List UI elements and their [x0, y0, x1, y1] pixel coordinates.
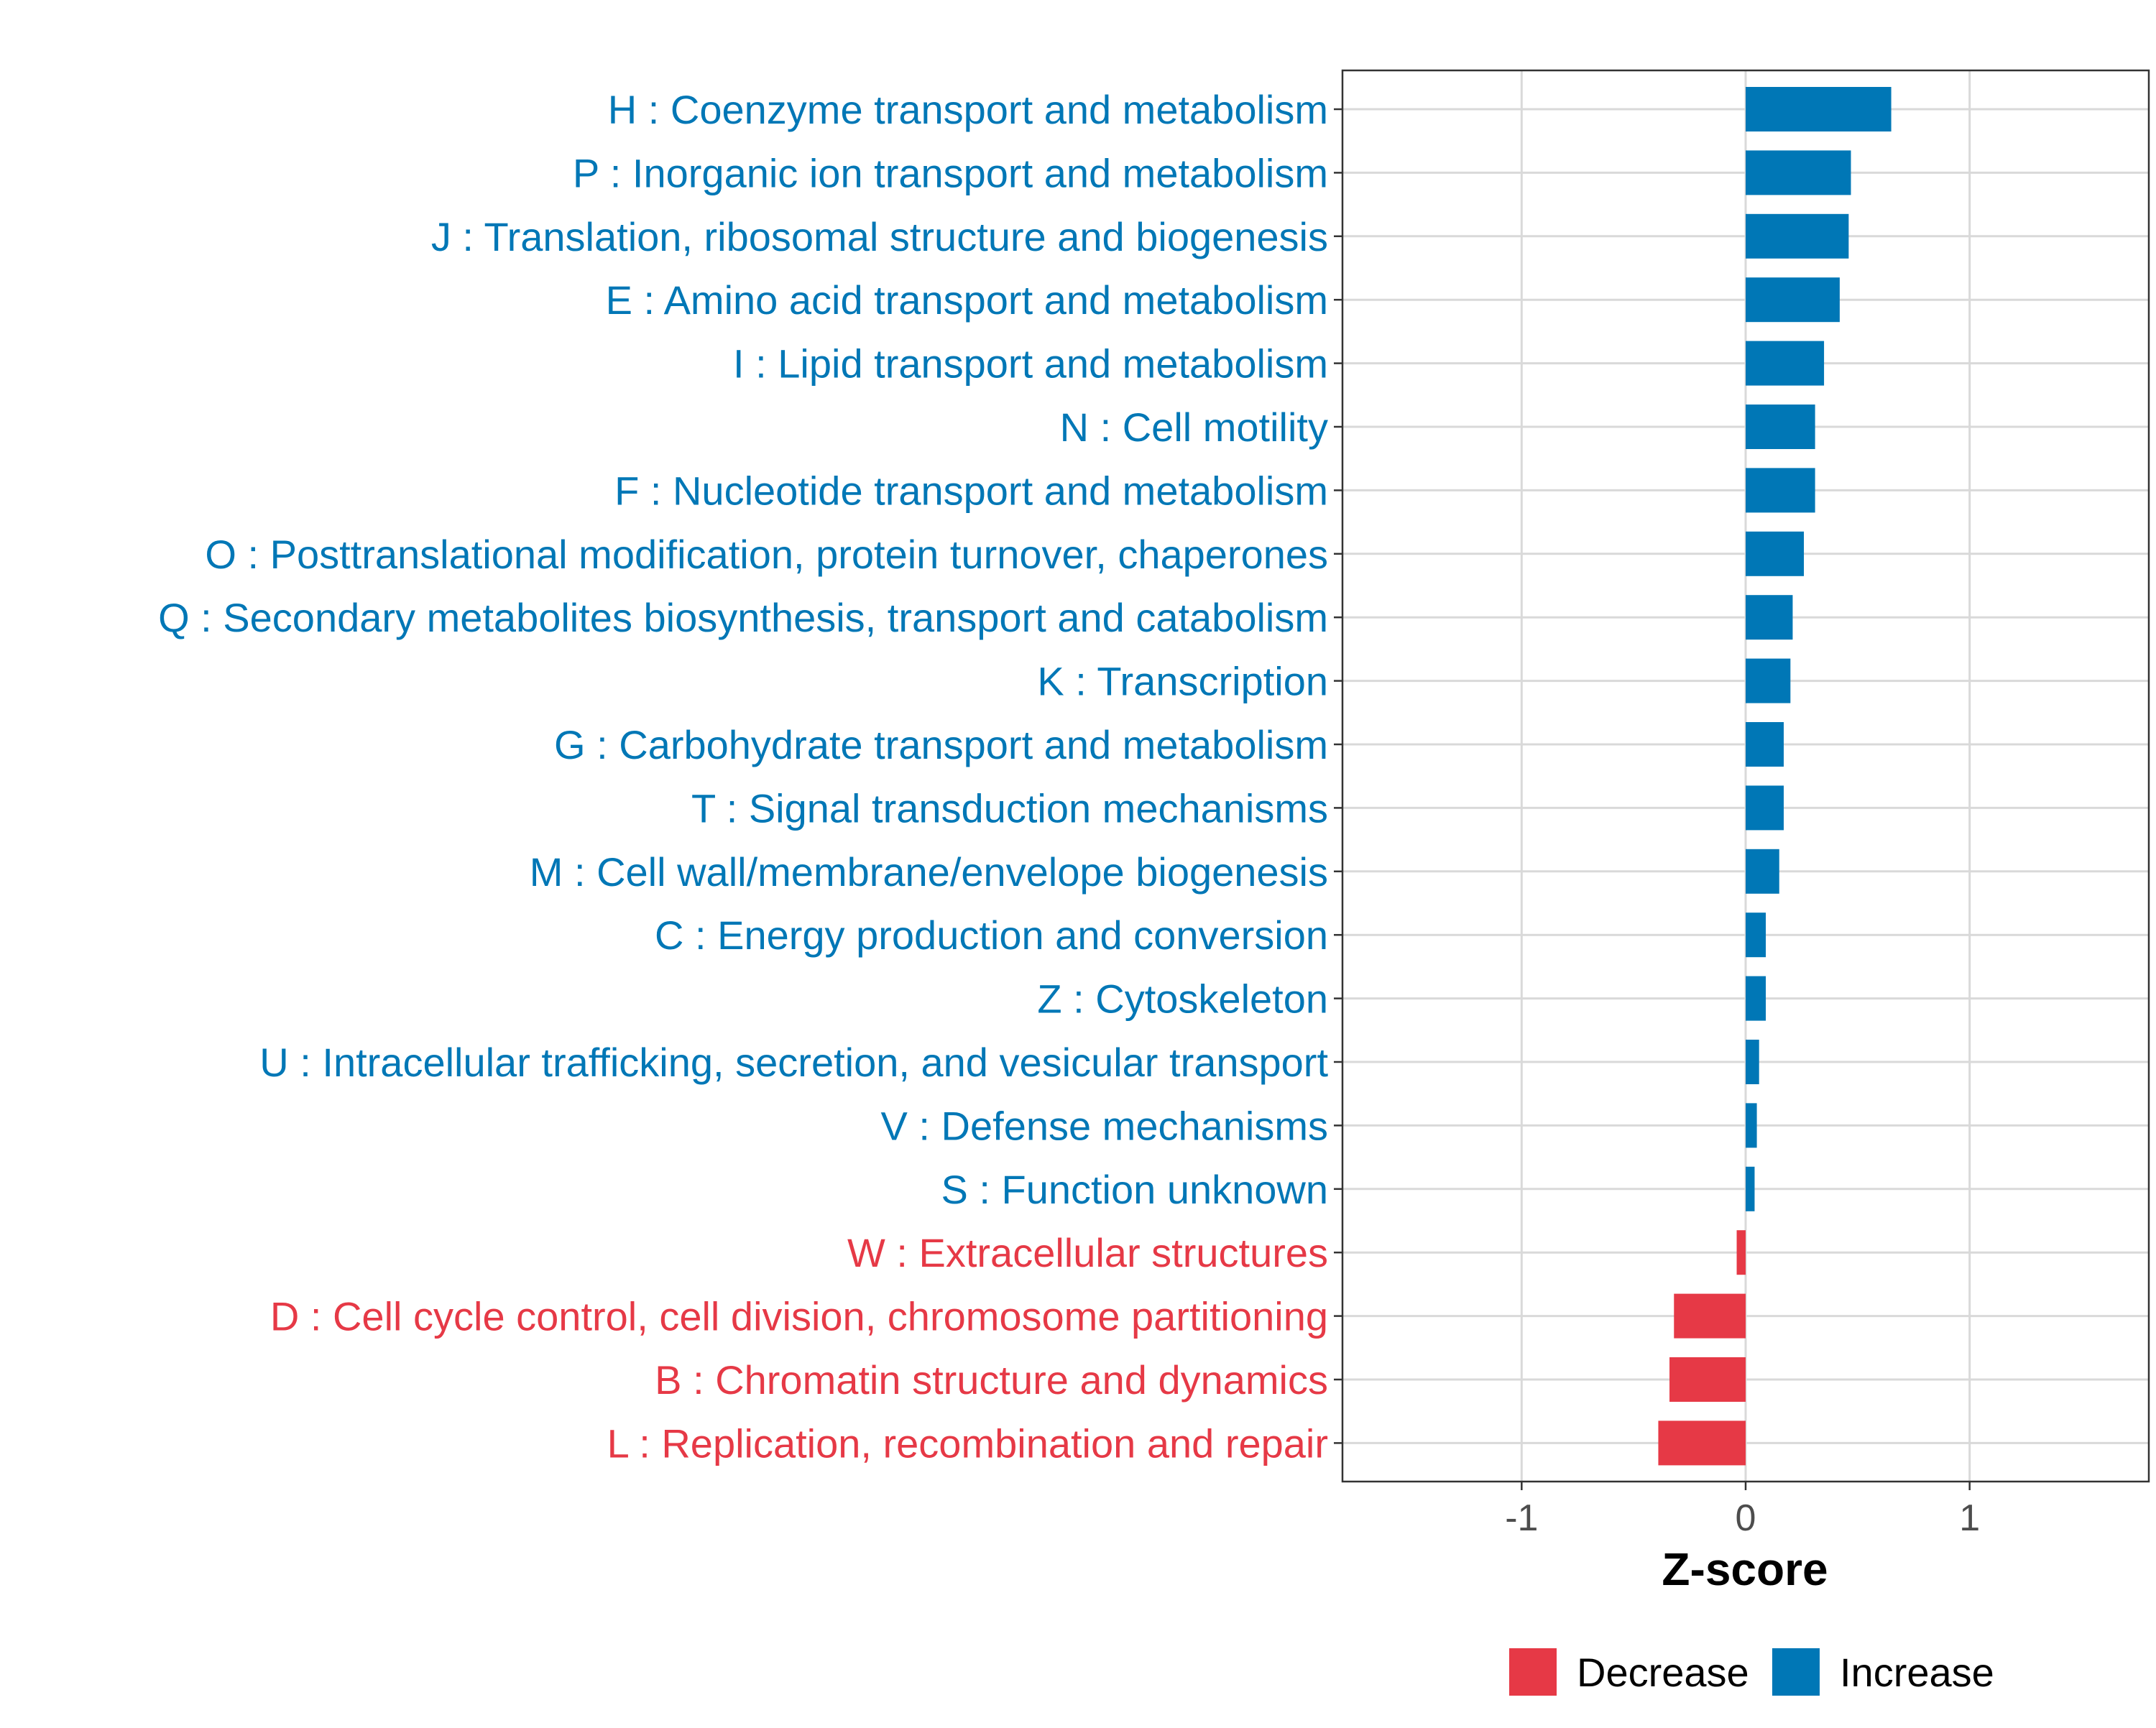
y-tick-label: E : Amino acid transport and metabolism — [606, 277, 1328, 323]
bar — [1746, 912, 1766, 958]
bar — [1669, 1357, 1746, 1402]
bar — [1746, 150, 1851, 195]
bar — [1746, 1166, 1755, 1211]
bar — [1746, 213, 1849, 259]
y-axis-ticks: H : Coenzyme transport and metabolism P :… — [158, 87, 1342, 1466]
x-axis-title: Z-score — [1662, 1543, 1828, 1595]
legend-label-increase: Increase — [1840, 1650, 1994, 1695]
bar — [1658, 1420, 1746, 1466]
bar — [1746, 658, 1791, 703]
y-tick-label: C : Energy production and conversion — [655, 912, 1328, 958]
bar — [1746, 531, 1805, 576]
y-tick-label: L : Replication, recombination and repai… — [607, 1420, 1328, 1466]
y-tick-label: Z : Cytoskeleton — [1037, 976, 1328, 1022]
y-tick-label: N : Cell motility — [1060, 405, 1328, 450]
legend: Decrease Increase — [1509, 1648, 1994, 1696]
y-tick-label: G : Carbohydrate transport and metabolis… — [554, 722, 1328, 767]
bar — [1746, 405, 1815, 449]
x-tick-label: 1 — [1959, 1497, 1980, 1539]
y-tick-label: J : Translation, ribosomal structure and… — [431, 214, 1328, 259]
bar — [1746, 976, 1766, 1021]
bar — [1746, 849, 1779, 894]
y-tick-label: D : Cell cycle control, cell division, c… — [270, 1294, 1328, 1339]
y-tick-label: U : Intracellular trafficking, secretion… — [259, 1040, 1328, 1085]
bar — [1746, 468, 1815, 513]
y-tick-label: T : Signal transduction mechanisms — [691, 785, 1328, 831]
bar — [1746, 722, 1784, 767]
legend-label-decrease: Decrease — [1577, 1650, 1749, 1695]
y-tick-label: W : Extracellular structures — [847, 1230, 1328, 1275]
y-tick-label: F : Nucleotide transport and metabolism — [614, 468, 1328, 513]
bar — [1746, 341, 1825, 386]
x-axis-ticks: -1 0 1 — [1505, 1482, 1980, 1539]
x-tick-label: -1 — [1505, 1497, 1538, 1539]
y-tick-label: V : Defense mechanisms — [881, 1103, 1328, 1148]
legend-key-decrease — [1509, 1648, 1557, 1696]
y-tick-label: Q : Secondary metabolites biosynthesis, … — [158, 595, 1328, 640]
bar-layer — [1658, 87, 1892, 1466]
bar — [1746, 785, 1784, 831]
y-tick-label: K : Transcription — [1037, 659, 1328, 704]
bar — [1746, 1040, 1759, 1084]
legend-key-increase — [1772, 1648, 1820, 1696]
y-tick-label: I : Lipid transport and metabolism — [733, 341, 1328, 387]
y-tick-label: P : Inorganic ion transport and metaboli… — [573, 150, 1328, 195]
bar — [1736, 1230, 1746, 1275]
y-tick-label: B : Chromatin structure and dynamics — [655, 1357, 1328, 1403]
bar — [1674, 1293, 1746, 1339]
y-tick-label: H : Coenzyme transport and metabolism — [608, 87, 1328, 132]
bar — [1746, 1103, 1757, 1148]
y-tick-label: M : Cell wall/membrane/envelope biogenes… — [530, 849, 1328, 895]
y-tick-label: S : Function unknown — [941, 1167, 1328, 1212]
bar — [1746, 87, 1892, 131]
y-tick-label: O : Posttranslational modification, prot… — [205, 532, 1328, 577]
bar — [1746, 277, 1840, 323]
x-tick-label: 0 — [1736, 1497, 1756, 1539]
bar — [1746, 595, 1793, 640]
